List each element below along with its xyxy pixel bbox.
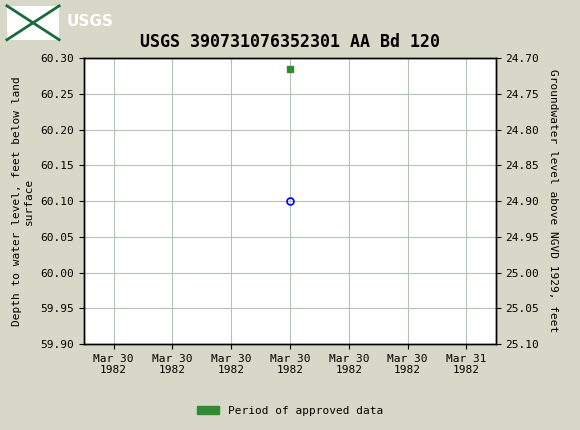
Title: USGS 390731076352301 AA Bd 120: USGS 390731076352301 AA Bd 120: [140, 33, 440, 51]
Text: USGS: USGS: [67, 14, 114, 29]
Y-axis label: Groundwater level above NGVD 1929, feet: Groundwater level above NGVD 1929, feet: [548, 69, 558, 333]
Y-axis label: Depth to water level, feet below land
surface: Depth to water level, feet below land su…: [12, 76, 34, 326]
FancyBboxPatch shape: [7, 6, 59, 40]
Legend: Period of approved data: Period of approved data: [193, 401, 387, 420]
